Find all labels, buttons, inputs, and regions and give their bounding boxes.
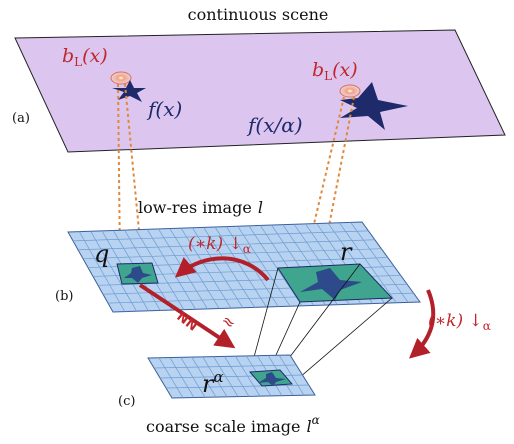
grid-line	[146, 229, 196, 310]
patch-label: r	[340, 238, 353, 266]
grid-line	[79, 231, 126, 312]
object-label: f(x)	[146, 97, 182, 121]
grid-line	[248, 225, 303, 307]
coarse-label: coarse scale image lα	[146, 413, 320, 436]
star-large	[340, 82, 408, 130]
label-text: low-res image	[138, 198, 252, 217]
grid-line	[165, 384, 309, 389]
object-label: f(x/α)	[246, 113, 303, 137]
label-symbol: l	[306, 417, 311, 436]
blur-spot	[339, 84, 361, 98]
grid-line	[180, 227, 232, 309]
label-text: coarse scale image	[146, 417, 300, 436]
grid-line	[77, 239, 375, 251]
grid-line	[153, 364, 297, 369]
star-patch	[300, 268, 362, 300]
patch-label: q	[94, 240, 109, 268]
star-patch	[258, 372, 286, 386]
blur-arg: (x)	[332, 59, 358, 81]
star-patch	[124, 266, 152, 283]
op-base: (∗k) ↓	[188, 234, 243, 254]
grid-line	[192, 227, 244, 308]
op-sub: α	[243, 242, 251, 256]
op-base: (∗k) ↓	[428, 311, 483, 331]
lowres-grid	[72, 222, 414, 312]
blur-base: b	[312, 59, 324, 81]
downsample-arrow	[174, 256, 270, 282]
blur-sub: L	[324, 69, 332, 83]
grid-line	[135, 229, 185, 310]
patch-base: r	[202, 370, 215, 398]
blur-spot	[110, 71, 132, 85]
star-small	[112, 80, 146, 102]
nn-label: NN	[174, 309, 200, 334]
grid-line	[339, 222, 397, 303]
grid-line	[237, 226, 291, 307]
label-sup: α	[312, 413, 320, 427]
grid-line	[203, 227, 255, 308]
lowres-label: low-res image l	[138, 198, 263, 217]
patch-label: rα	[202, 368, 224, 398]
operator-label: (∗k) ↓α	[428, 311, 491, 333]
panel-label: (c)	[118, 394, 135, 409]
grid-line	[350, 222, 409, 303]
nn-arrow	[138, 283, 236, 349]
grid-line	[214, 226, 267, 308]
grid-line	[72, 230, 369, 242]
grid-line	[82, 248, 382, 260]
blur-label: bL(x)	[62, 45, 108, 69]
side-arrow	[409, 289, 436, 359]
blur-base: b	[62, 45, 74, 67]
operator-label: (∗k) ↓α	[188, 234, 251, 256]
blur-label: bL(x)	[312, 59, 358, 83]
label-symbol: l	[258, 198, 263, 217]
blur-sub: L	[74, 55, 82, 69]
correspondence-lines	[249, 263, 393, 387]
blur-arg: (x)	[82, 45, 108, 67]
panel-label: (b)	[55, 289, 73, 304]
coarse-grid	[153, 355, 309, 398]
panel-label: (a)	[12, 111, 30, 126]
op-sub: α	[483, 319, 491, 333]
scene-title: continuous scene	[188, 5, 329, 24]
grid-line	[90, 231, 137, 312]
patch-sup: α	[213, 368, 223, 386]
approx-label: ≈	[218, 310, 240, 333]
